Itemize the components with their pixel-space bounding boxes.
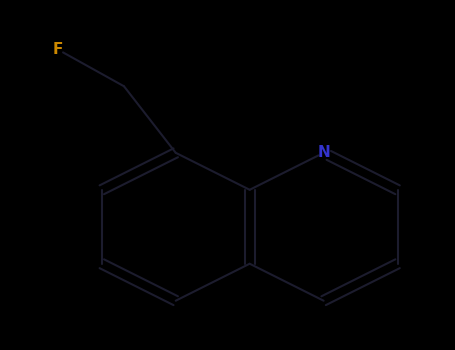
Text: F: F: [52, 42, 63, 57]
Text: N: N: [317, 145, 330, 160]
